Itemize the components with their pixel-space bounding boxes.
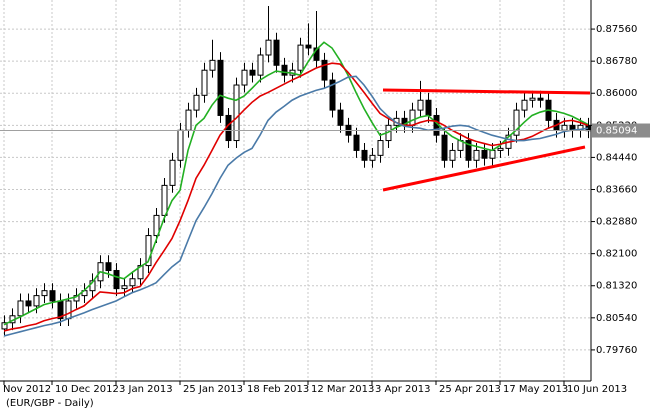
candle-body	[249, 69, 256, 76]
candle-body	[529, 97, 536, 101]
candle-body	[377, 140, 384, 156]
candle-body	[33, 295, 40, 307]
y-tick-label: 0.87560	[596, 24, 637, 35]
y-tick-label: 0.84440	[596, 152, 637, 163]
moving-average-line	[3, 41, 589, 326]
candle-body	[177, 129, 184, 161]
candle-body	[121, 285, 128, 290]
candle-body	[353, 134, 360, 151]
plot	[0, 6, 592, 337]
candle-body	[281, 64, 288, 76]
candle-body	[41, 290, 48, 297]
candle-body	[465, 140, 472, 161]
candle-body	[321, 59, 328, 81]
y-tick-label: 0.86000	[596, 88, 637, 99]
x-tick-label: 10 Jun 2013	[567, 384, 627, 395]
candle-body	[129, 278, 136, 287]
candle-body	[305, 44, 312, 49]
y-tick-label: 0.81320	[596, 281, 637, 292]
moving-average-line	[3, 62, 589, 332]
candle-body	[425, 99, 432, 116]
candle-body	[273, 39, 280, 66]
candle-body	[537, 97, 544, 101]
candle-body	[297, 44, 304, 71]
candle-body	[417, 99, 424, 111]
candle-body	[193, 94, 200, 111]
candle-body	[369, 154, 376, 161]
trend-line-bottom	[382, 145, 586, 192]
candle-body	[257, 54, 264, 76]
x-tick-label: 25 Jan 2013	[183, 384, 243, 395]
candle-body	[1, 322, 8, 330]
moving-average-line	[3, 75, 589, 337]
candle-body	[441, 134, 448, 161]
candle-body	[409, 109, 416, 126]
candle-body	[265, 39, 272, 56]
candle-body	[113, 270, 120, 290]
y-tick-label: 0.80540	[596, 313, 637, 324]
candle-body	[233, 84, 240, 142]
candle-body	[217, 59, 224, 116]
y-tick-label: 0.86780	[596, 56, 637, 67]
candle-body	[201, 69, 208, 96]
candle-body	[169, 159, 176, 186]
x-tick-label: Nov 2012	[3, 384, 51, 395]
candle-body	[65, 300, 72, 320]
x-tick-label: 18 Feb 2013	[247, 384, 309, 395]
trend-line-top	[382, 88, 591, 95]
current-price-box	[592, 123, 650, 138]
candle-body	[25, 300, 32, 307]
x-tick-label: 3 Apr 2013	[375, 384, 430, 395]
candle-body	[481, 149, 488, 159]
current-price-label: 0.85094	[596, 126, 637, 137]
candle-body	[497, 147, 504, 151]
y-tick-label: 0.83660	[596, 184, 637, 195]
y-tick-label: 0.79760	[596, 345, 637, 356]
candle-body	[337, 109, 344, 126]
candle-body	[185, 109, 192, 131]
candle-body	[105, 262, 112, 272]
candle-body	[145, 235, 152, 267]
candle-body	[329, 79, 336, 111]
y-tick-label: 0.82880	[596, 217, 637, 228]
x-tick-label: 17 May 2013	[503, 384, 568, 395]
chart-subtitle: (EUR/GBP - Daily)	[6, 398, 94, 409]
candle-body	[473, 149, 480, 161]
candle-body	[153, 214, 160, 237]
candle-body	[17, 300, 24, 317]
candle-body	[449, 149, 456, 161]
axes: 0.79760 0.80540 0.81320 0.82100 0.82880 0.836…	[3, 24, 650, 395]
candle-body	[361, 149, 368, 161]
x-tick-label: 10 Dec 2012	[55, 384, 119, 395]
candle-body	[561, 124, 568, 131]
candle-body	[161, 184, 168, 216]
candle-body	[241, 69, 248, 86]
candle-body	[521, 99, 528, 111]
x-tick-label: 3 Jan 2013	[119, 384, 173, 395]
x-tick-label: 25 Apr 2013	[439, 384, 501, 395]
candle-body	[513, 109, 520, 136]
y-tick-label: 0.82100	[596, 249, 637, 260]
candle-body	[489, 149, 496, 159]
x-tick-label: 12 Mar 2013	[311, 384, 374, 395]
candle-body	[209, 59, 216, 71]
candle-body	[49, 290, 56, 302]
